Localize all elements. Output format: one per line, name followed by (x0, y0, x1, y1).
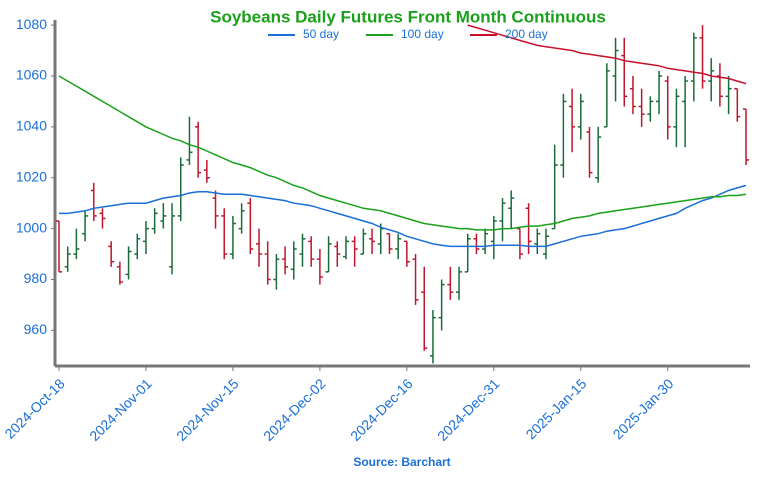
ma-line (467, 24, 747, 85)
x-tick-label: 2024-Dec-16 (347, 375, 416, 444)
chart-title: Soybeans Daily Futures Front Month Conti… (210, 7, 606, 26)
x-tick-label: 2024-Dec-02 (260, 375, 329, 444)
x-tick-label: 2025-Jan-30 (610, 375, 677, 442)
x-tick-label: 2024-Nov-01 (86, 375, 155, 444)
legend-label: 200 day (505, 27, 548, 41)
ma-line (58, 75, 747, 231)
y-tick-label: 1020 (16, 168, 47, 184)
y-tick-label: 980 (24, 270, 48, 286)
legend-label: 100 day (401, 27, 444, 41)
x-tick-label: 2025-Jan-15 (523, 375, 590, 442)
source: Source: Barchart (353, 455, 450, 469)
x-tick-label: 2024-Oct-18 (1, 375, 67, 441)
y-tick-label: 1060 (16, 67, 47, 83)
ma-line (59, 184, 747, 248)
x-tick-label: 2024-Nov-15 (173, 375, 242, 444)
y-tick-label: 960 (24, 321, 48, 337)
x-tick-label: 2024-Dec-31 (434, 375, 503, 444)
y-tick-label: 1000 (16, 219, 47, 235)
y-tick-label: 1040 (16, 118, 47, 134)
y-tick-label: 1080 (16, 16, 47, 32)
legend-label: 50 day (303, 27, 339, 41)
